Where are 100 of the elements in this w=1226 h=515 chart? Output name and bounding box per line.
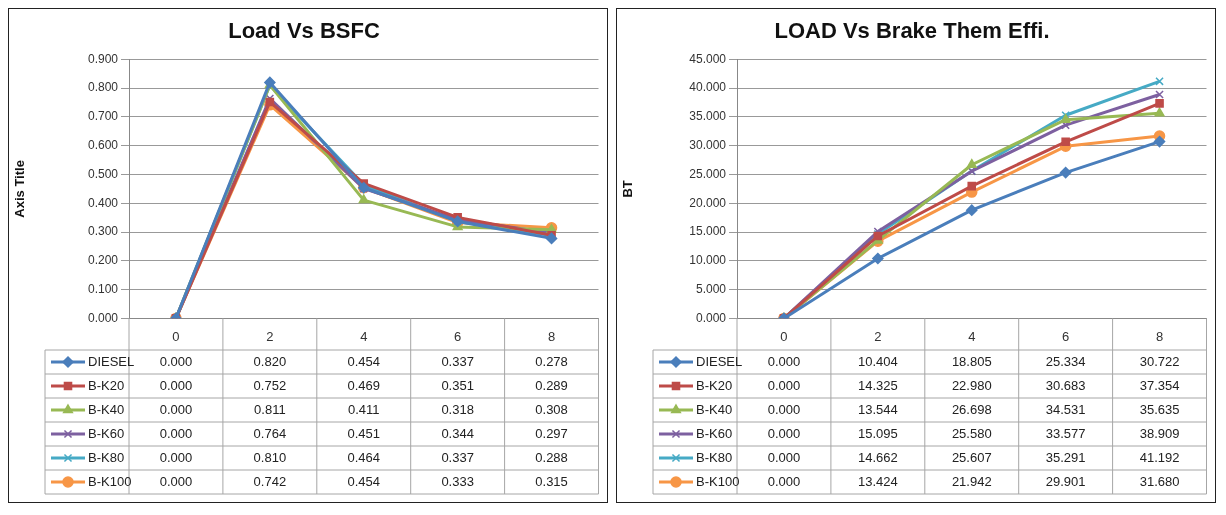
data-label: 0.820 [253, 353, 287, 369]
data-label: 38.909 [1139, 425, 1180, 441]
legend-label: B-K80 [88, 449, 125, 465]
legend-label: DIESEL [696, 353, 743, 369]
legend-label: B-K100 [88, 473, 132, 489]
legend-label: DIESEL [88, 353, 135, 369]
data-label: 0.000 [159, 401, 193, 417]
data-label: 0.333 [441, 473, 474, 489]
data-label: 30.722 [1139, 353, 1180, 369]
data-label: 0.344 [441, 425, 474, 441]
data-label: 35.291 [1045, 449, 1086, 465]
data-label: 0.000 [767, 425, 801, 441]
data-label: 0.464 [347, 449, 381, 465]
y-axis-title: Axis Title [12, 160, 28, 218]
data-label: 0.454 [347, 353, 381, 369]
data-label: 13.544 [857, 401, 898, 417]
data-label: 0.411 [347, 401, 380, 417]
data-label: 0.288 [535, 449, 568, 465]
data-label: 13.424 [857, 473, 898, 489]
chart-title: Load Vs BSFC [228, 18, 380, 44]
data-label: 0.811 [254, 401, 286, 417]
x-tick-label: 6 [454, 328, 462, 344]
legend-label: B-K20 [696, 377, 733, 393]
y-tick-label: 0.400 [87, 195, 119, 210]
data-label: 34.531 [1045, 401, 1086, 417]
data-label: 0.000 [159, 449, 193, 465]
y-tick-label: 0.800 [87, 80, 119, 95]
data-label: 0.000 [767, 401, 801, 417]
data-label: 0.764 [253, 425, 287, 441]
data-label: 0.752 [253, 377, 287, 393]
data-label: 0.000 [767, 353, 801, 369]
data-label: 15.095 [857, 425, 898, 441]
data-label: 0.000 [159, 377, 193, 393]
legend-label: B-K80 [696, 449, 733, 465]
y-tick-label: 40.000 [689, 80, 727, 95]
data-label: 0.315 [535, 473, 568, 489]
data-label: 35.635 [1139, 401, 1180, 417]
data-label: 10.404 [857, 353, 898, 369]
data-label: 0.337 [441, 353, 474, 369]
data-label: 37.354 [1139, 377, 1180, 393]
y-tick-label: 30.000 [689, 138, 727, 153]
data-label: 26.698 [951, 401, 992, 417]
data-label: 0.000 [767, 377, 801, 393]
y-tick-label: 0.500 [87, 166, 119, 181]
data-label: 0.000 [159, 473, 193, 489]
y-tick-label: 25.000 [689, 166, 727, 181]
data-label: 0.454 [347, 473, 381, 489]
y-tick-label: 0.000 [87, 310, 119, 325]
data-label: 25.607 [951, 449, 992, 465]
y-tick-label: 0.200 [87, 253, 119, 268]
legend-label: B-K40 [88, 401, 125, 417]
y-tick-label: 5.000 [695, 281, 727, 296]
x-tick-label: 0 [780, 328, 788, 344]
legend-label: B-K100 [696, 473, 740, 489]
x-tick-label: 0 [172, 328, 180, 344]
data-label: 0.742 [253, 473, 287, 489]
data-label: 22.980 [951, 377, 992, 393]
data-label: 0.308 [535, 401, 568, 417]
y-tick-label: 45.000 [689, 51, 727, 66]
y-axis-title: BT [620, 180, 636, 198]
x-tick-label: 8 [547, 328, 556, 344]
y-tick-label: 0.300 [87, 224, 119, 239]
x-tick-label: 6 [1062, 328, 1070, 344]
data-label: 0.351 [441, 377, 474, 393]
y-tick-label: 0.100 [87, 281, 119, 296]
data-label: 14.325 [857, 377, 898, 393]
data-label: 0.318 [441, 401, 474, 417]
data-label: 0.289 [535, 377, 568, 393]
legend-label: B-K60 [696, 425, 733, 441]
x-tick-label: 4 [360, 328, 368, 344]
x-tick-label: 8 [1155, 328, 1164, 344]
y-tick-label: 35.000 [689, 109, 727, 124]
legend-label: B-K60 [88, 425, 125, 441]
x-tick-label: 2 [874, 328, 882, 344]
y-tick-label: 0.700 [87, 109, 119, 124]
data-label: 0.297 [535, 425, 568, 441]
data-label: 0.000 [767, 473, 801, 489]
x-tick-label: 2 [266, 328, 274, 344]
data-label: 0.000 [159, 353, 193, 369]
data-label: 21.942 [951, 473, 992, 489]
data-label: 14.662 [857, 449, 898, 465]
y-tick-label: 0.900 [87, 51, 119, 66]
chart-title: LOAD Vs Brake Them Effi. [774, 18, 1050, 44]
data-label: 0.000 [767, 449, 801, 465]
data-label: 18.805 [951, 353, 992, 369]
y-tick-label: 0.600 [87, 138, 119, 153]
legend-label: B-K20 [88, 377, 125, 393]
data-label: 30.683 [1045, 377, 1086, 393]
data-label: 25.334 [1045, 353, 1086, 369]
x-tick-label: 4 [968, 328, 976, 344]
data-label: 0.810 [253, 449, 287, 465]
data-label: 29.901 [1045, 473, 1086, 489]
y-tick-label: 20.000 [689, 195, 727, 210]
data-label: 0.278 [535, 353, 568, 369]
y-tick-label: 15.000 [689, 224, 727, 239]
y-tick-label: 10.000 [689, 253, 727, 268]
data-label: 0.469 [347, 377, 381, 393]
data-label: 25.580 [951, 425, 992, 441]
data-label: 0.451 [347, 425, 381, 441]
data-label: 0.000 [159, 425, 193, 441]
